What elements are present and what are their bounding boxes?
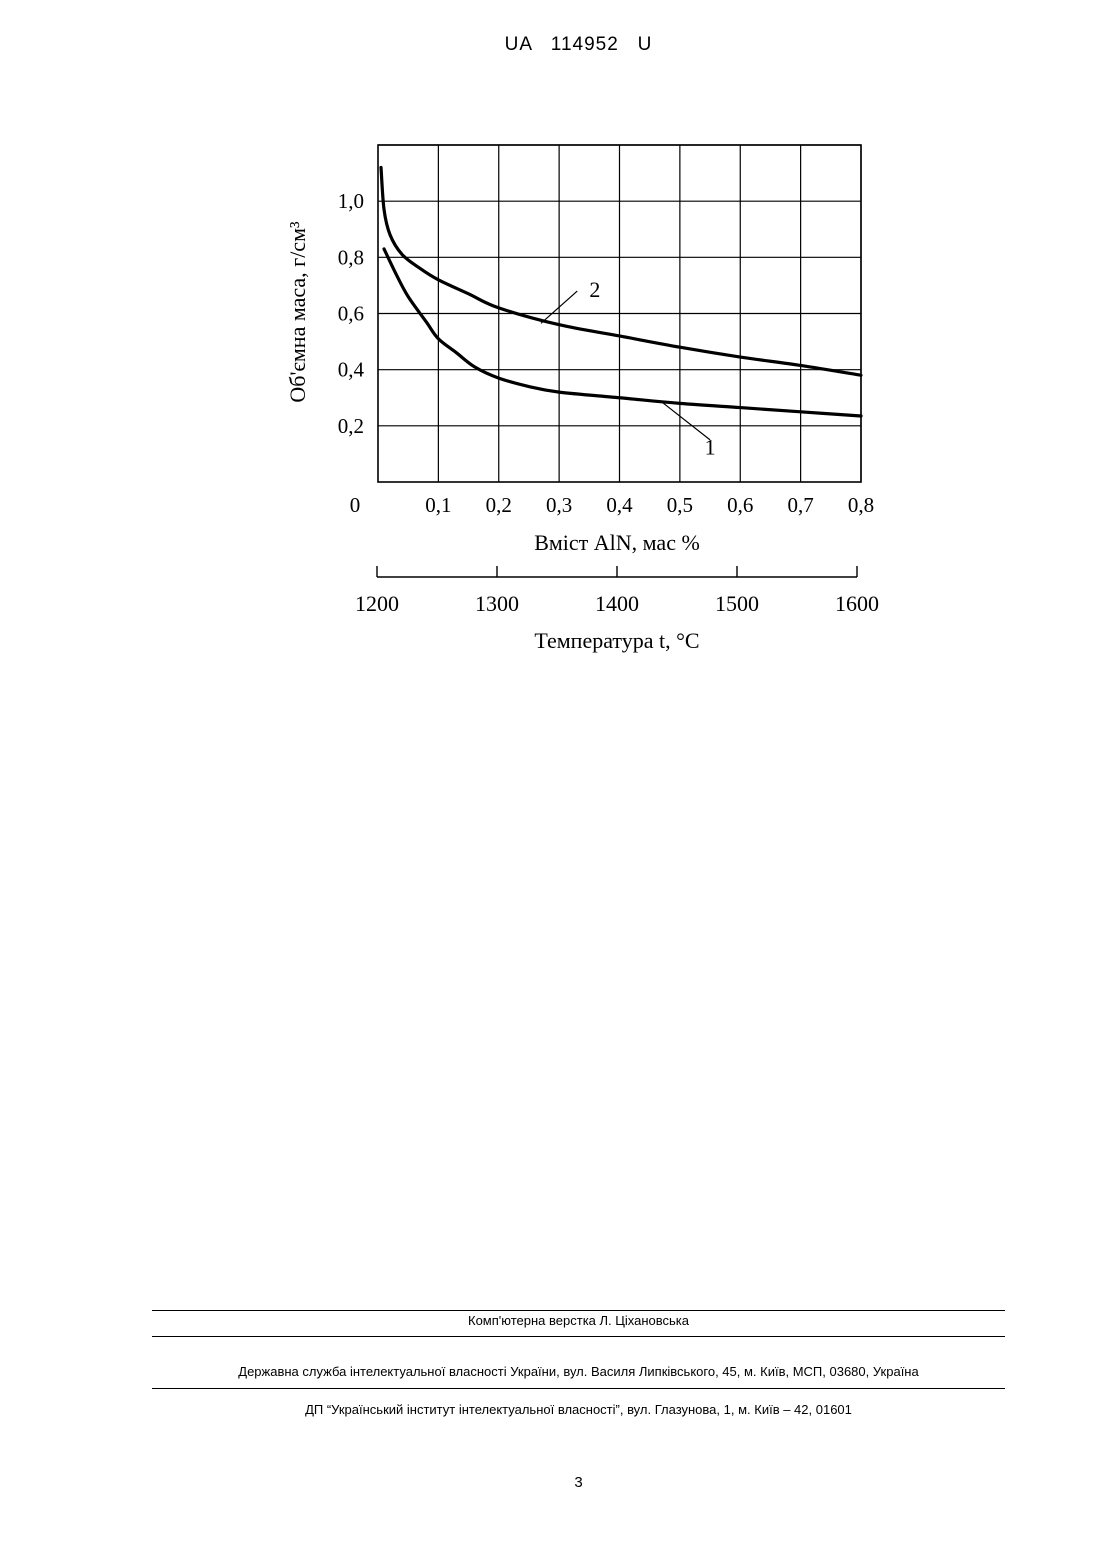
series-2-label: 2 <box>589 277 600 302</box>
origin-label: 0 <box>350 493 361 517</box>
y-tick-label: 0,2 <box>338 414 364 438</box>
y-tick-label: 0,6 <box>338 302 364 326</box>
series-2-line <box>381 167 861 375</box>
temperature-tick-label: 1400 <box>595 591 639 616</box>
x-axis-label: Вміст AlN, мас % <box>534 530 700 555</box>
x-tick-label: 0,8 <box>848 493 874 517</box>
footer-rule-middle <box>152 1336 1005 1337</box>
temperature-tick-label: 1200 <box>355 591 399 616</box>
x-tick-label: 0,2 <box>486 493 512 517</box>
x-tick-label: 0,4 <box>606 493 633 517</box>
temperature-axis-label: Температура t, °C <box>534 628 699 653</box>
page-number: 3 <box>0 1474 1101 1491</box>
chart-grid <box>378 145 861 482</box>
x-tick-labels: 0,1 0,2 0,3 0,4 0,5 0,6 0,7 0,8 <box>425 493 874 517</box>
series-1-leader <box>662 402 710 440</box>
agency-address: Державна служба інтелектуальної власност… <box>152 1364 1005 1379</box>
series-layer <box>381 167 861 416</box>
footer-rule-top <box>152 1310 1005 1311</box>
x-tick-label: 0,3 <box>546 493 572 517</box>
series-1-line <box>384 249 861 416</box>
footer-rule-bottom <box>152 1388 1005 1389</box>
y-tick-label: 0,4 <box>338 358 365 382</box>
institute-address: ДП “Український інститут інтелектуальної… <box>152 1402 1005 1417</box>
x-tick-label: 0,5 <box>667 493 693 517</box>
temperature-tick-label: 1600 <box>835 591 879 616</box>
y-tick-label: 1,0 <box>338 189 364 213</box>
temperature-tick-label: 1500 <box>715 591 759 616</box>
temperature-tick-label: 1300 <box>475 591 519 616</box>
layout-credit: Комп'ютерна верстка Л. Ціхановська <box>152 1313 1005 1328</box>
y-axis-label: Об'ємна маса, г/см³ <box>285 221 310 403</box>
x-tick-label: 0,6 <box>727 493 753 517</box>
series-labels: 21 <box>541 277 716 459</box>
x-tick-label: 0,7 <box>788 493 814 517</box>
series-1-label: 1 <box>705 434 716 459</box>
x-tick-label: 0,1 <box>425 493 451 517</box>
y-tick-labels: 0,2 0,4 0,6 0,8 1,0 <box>338 189 365 438</box>
y-tick-label: 0,8 <box>338 245 364 269</box>
temperature-axis: 1200 1300 1400 1500 1600 <box>355 566 879 616</box>
density-chart: 21 0,20,40,60,81,0 0,10,20,30,40,50,60,7… <box>0 0 1101 700</box>
